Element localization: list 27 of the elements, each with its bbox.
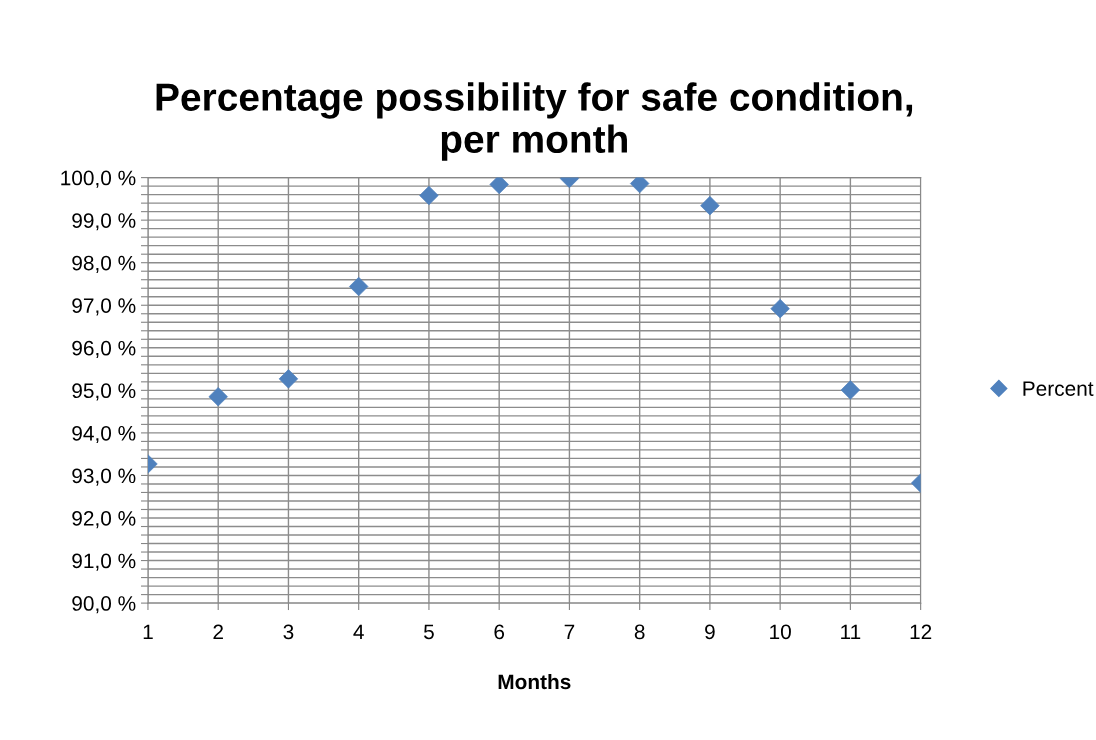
y-tick-label: 96,0 %: [72, 340, 136, 359]
x-tick-label: 10: [770, 624, 791, 640]
y-tick-label: 98,0 %: [72, 255, 136, 273]
x-tick-label: 6: [494, 624, 505, 640]
y-tick-label: 99,0 %: [72, 213, 136, 231]
x-tick-label: 9: [705, 624, 715, 640]
y-tick-label: 90,0 %: [72, 596, 136, 614]
legend-label: Percent: [1023, 381, 1094, 396]
y-tick-label: 100,0 %: [61, 170, 136, 188]
x-axis-title: Months: [498, 673, 571, 690]
y-tick-label: 97,0 %: [72, 298, 136, 316]
chart-title: Percentage possibility for safe condition, per month: [156, 82, 913, 161]
x-tick-label: 3: [283, 624, 294, 640]
y-tick-label: 92,0 %: [72, 511, 136, 529]
x-tick-label: 11: [841, 624, 861, 640]
x-tick-label: 2: [213, 624, 223, 640]
point: [349, 276, 369, 297]
x-tick-label: 8: [634, 624, 645, 640]
x-tick-label: 12: [910, 624, 932, 640]
y-tick-label: 94,0 %: [72, 425, 136, 444]
y-tick-label: 93,0 %: [72, 468, 136, 486]
x-tick-label: 5: [423, 624, 434, 640]
x-tick-label: 4: [353, 624, 364, 640]
x-tick-label: 7: [564, 624, 575, 640]
y-tick-label: 91,0 %: [72, 553, 136, 571]
y-tick-label: 95,0 %: [72, 383, 136, 401]
x-tick-label: 1: [143, 624, 153, 640]
